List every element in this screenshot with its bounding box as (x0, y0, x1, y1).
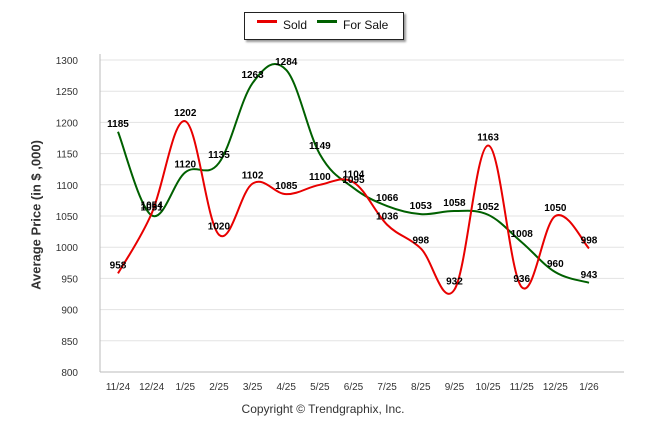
y-tick-label: 1100 (56, 181, 78, 192)
x-tick-label: 12/25 (543, 382, 568, 393)
data-label-for-sale: 1149 (309, 141, 331, 152)
data-label-sold: 1054 (141, 201, 164, 212)
y-tick-label: 900 (61, 306, 78, 317)
y-tick-label: 1000 (56, 243, 79, 254)
y-tick-label: 1300 (56, 56, 79, 67)
y-tick-label: 850 (61, 337, 78, 348)
data-label-for-sale: 1135 (208, 150, 230, 161)
data-label-for-sale: 1066 (376, 193, 399, 204)
x-tick-label: 12/24 (139, 382, 164, 393)
y-tick-label: 950 (61, 274, 78, 285)
y-tick-label: 1250 (56, 87, 79, 98)
data-label-sold: 1202 (174, 108, 197, 119)
y-tick-label: 1200 (56, 118, 79, 129)
y-axis-label: Average Price (in $ ,000) (28, 140, 44, 290)
x-tick-label: 11/24 (106, 382, 131, 393)
x-tick-label: 11/25 (510, 382, 535, 393)
x-tick-label: 5/25 (310, 382, 330, 393)
data-label-for-sale: 1263 (241, 70, 264, 81)
data-label-for-sale: 960 (547, 259, 564, 270)
data-label-sold: 1036 (376, 212, 399, 223)
x-tick-label: 9/25 (445, 382, 465, 393)
x-tick-label: 10/25 (476, 382, 501, 393)
data-label-for-sale: 1058 (443, 198, 466, 209)
data-label-sold: 1085 (275, 181, 298, 192)
legend-label-for-sale[interactable]: For Sale (343, 18, 389, 32)
legend: Sold For Sale (244, 12, 404, 40)
legend-swatch-sold (257, 20, 277, 23)
data-label-sold: 1163 (477, 132, 499, 143)
data-label-for-sale: 1284 (275, 57, 298, 68)
data-label-sold: 932 (446, 277, 463, 288)
y-tick-label: 800 (61, 368, 78, 379)
data-label-sold: 936 (513, 274, 530, 285)
x-tick-label: 8/25 (411, 382, 431, 393)
legend-swatch-for-sale (317, 20, 337, 23)
data-label-for-sale: 1008 (511, 229, 534, 240)
x-tick-label: 6/25 (344, 382, 364, 393)
data-label-sold: 1104 (343, 169, 365, 180)
x-tick-label: 1/26 (579, 382, 599, 393)
data-label-for-sale: 1120 (174, 159, 196, 170)
y-tick-label: 1050 (56, 212, 79, 223)
legend-label-sold[interactable]: Sold (283, 18, 308, 32)
data-label-for-sale: 1095 (342, 175, 365, 186)
data-label-for-sale: 1051 (141, 202, 164, 213)
x-tick-label: 3/25 (243, 382, 263, 393)
x-tick-label: 1/25 (176, 382, 196, 393)
data-label-for-sale: 1052 (477, 202, 500, 213)
data-label-for-sale: 1185 (107, 119, 129, 130)
data-label-sold: 958 (110, 260, 127, 271)
data-label-for-sale: 943 (581, 270, 598, 281)
y-tick-label: 1150 (56, 150, 78, 161)
data-label-sold: 1100 (309, 172, 331, 183)
copyright-text: Copyright © Trendgraphix, Inc. (241, 402, 405, 416)
x-tick-label: 2/25 (209, 382, 229, 393)
data-label-for-sale: 1053 (410, 201, 433, 212)
data-label-sold: 1102 (242, 171, 264, 182)
data-label-sold: 998 (581, 235, 598, 246)
x-tick-label: 7/25 (377, 382, 397, 393)
x-tick-label: 4/25 (276, 382, 296, 393)
data-label-sold: 1020 (208, 222, 231, 233)
data-label-sold: 998 (412, 235, 429, 246)
data-label-sold: 1050 (544, 203, 567, 214)
series-line-sold (117, 120, 590, 295)
